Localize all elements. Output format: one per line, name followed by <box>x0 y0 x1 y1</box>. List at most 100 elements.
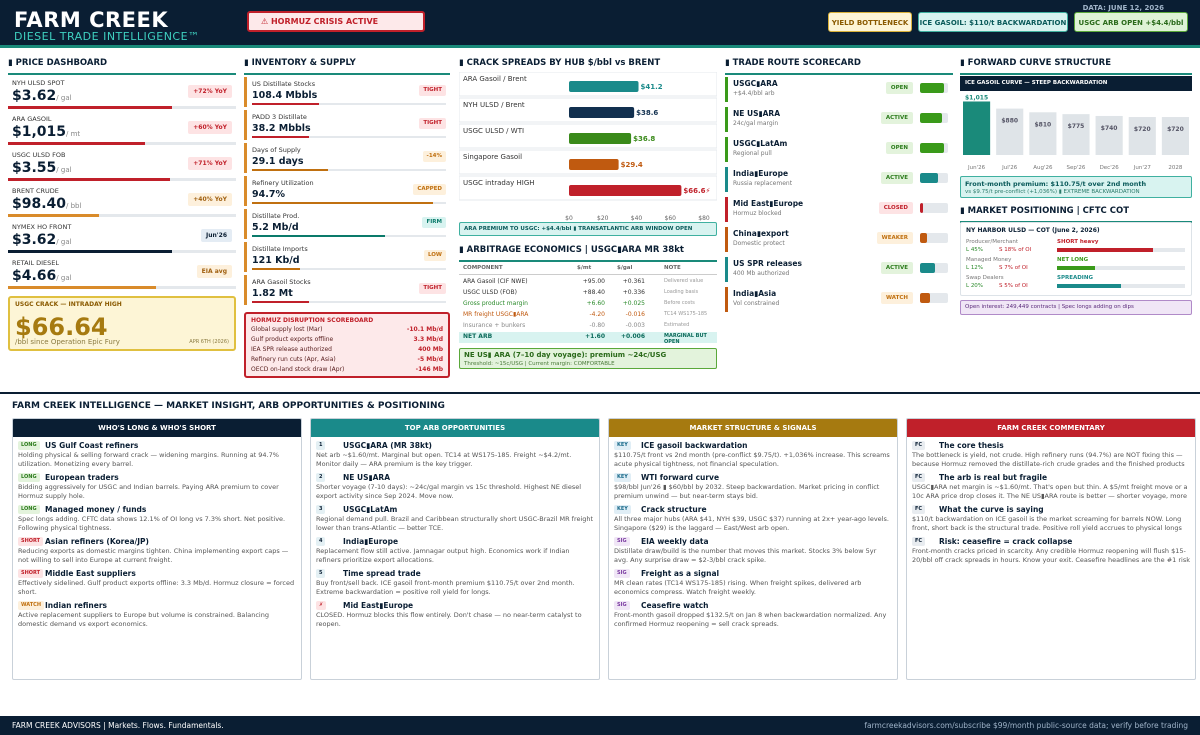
curve-axis-label: Sep'26 <box>1067 165 1086 171</box>
brand-title: FARM CREEK <box>14 8 169 32</box>
insight-item[interactable]: 1 USGC▮ARA (MR 38kt) Net arb ~$1.60/mt. Ma… <box>316 441 594 469</box>
arb-cell: Estimated <box>664 322 690 328</box>
insight-item[interactable]: LONG US Gulf Coast refiners Holding physic… <box>18 441 296 469</box>
insight-item-body: Regional demand pull. Brazil and Caribbe… <box>316 515 594 532</box>
insight-item[interactable]: KEY WTI forward curve $98/bbl Jun'26 ▮ $60… <box>614 473 892 501</box>
insight-item[interactable]: FC The arb is real but fragile USGC▮ARA ne… <box>912 473 1190 501</box>
inventory-item[interactable]: ARA Gasoil Stocks 1.82 Mt TIGHT <box>244 275 450 305</box>
pill-yield-bottleneck[interactable]: YIELD BOTTLENECK <box>828 12 912 32</box>
insight-column-header: FARM CREEK COMMENTARY <box>907 419 1195 437</box>
insight-item[interactable]: SIG Freight as a signal MR clean rates (TC… <box>614 569 892 597</box>
arb-cell: ARA Gasoil (CIF NWE) <box>463 278 528 285</box>
arb-cell: +0.361 <box>622 278 645 285</box>
pill-ice-gasoil[interactable]: ICE GASOIL: $110/t BACKWARDATION <box>918 12 1068 32</box>
insight-item[interactable]: SHORT Asian refiners (Korea/JP) Reducing e… <box>18 537 296 565</box>
curve-bar <box>1095 115 1123 155</box>
crack-label: USGC intraday HIGH <box>463 179 535 187</box>
insight-item[interactable]: FC Risk: ceasefire = crack collapse Front-… <box>912 537 1190 565</box>
insight-item-body: Net arb ~$1.60/mt. Marginal but open. TC… <box>316 451 572 468</box>
insight-item[interactable]: FC The core thesis The bottleneck is yield… <box>912 441 1190 469</box>
arbitrage-title: ▮ ARBITRAGE ECONOMICS | USGC▮ARA MR 38kt <box>459 245 717 262</box>
inventory-item[interactable]: US Distillate Stocks 108.4 Mbbls TIGHT <box>244 77 450 107</box>
route-name: China▮export <box>733 229 789 238</box>
price-unit: / gal <box>56 94 72 102</box>
inventory-bar-fill <box>252 268 300 270</box>
inventory-value: 94.7% <box>252 189 285 200</box>
price-card[interactable]: BRENT CRUDE $98.40/ bbl +40% YoY <box>8 184 236 217</box>
insight-item[interactable]: SIG Ceasefire watch Front-month gasoil dro… <box>614 601 892 629</box>
route-item[interactable]: US SPR releases 400 Mb authorized ACTIVE <box>725 257 953 282</box>
insight-item-body: MR clean rates (TC14 WS175-185) rising. … <box>614 579 862 596</box>
cot-tag: NET LONG <box>1057 257 1089 263</box>
price-card[interactable]: USGC ULSD FOB $3.55/ gal +71% YoY <box>8 148 236 181</box>
cot-short: S 5% of OI <box>999 283 1028 289</box>
insight-item[interactable]: FC What the curve is saying $110/t backwar… <box>912 505 1190 533</box>
inventory-item[interactable]: Distillate Imports 121 Kb/d LOW <box>244 242 450 272</box>
insight-item[interactable]: WATCH Indian refiners Active replacement s… <box>18 601 296 629</box>
price-card[interactable]: NYH ULSD SPOT $3.62/ gal +72% YoY <box>8 76 236 109</box>
insight-item[interactable]: KEY ICE gasoil backwardation $110.75/t fro… <box>614 441 892 469</box>
route-item[interactable]: USGC▮LatAm Regional pull OPEN <box>725 137 953 162</box>
arb-cell: +0.006 <box>620 333 645 340</box>
insight-item[interactable]: 3 USGC▮LatAm Regional demand pull. Brazil … <box>316 505 594 533</box>
price-unit: / gal <box>56 238 72 246</box>
route-bar-fill <box>920 203 923 213</box>
inventory-label: Days of Supply <box>252 146 301 154</box>
insight-item-title: Crack structure <box>641 505 707 514</box>
insight-item[interactable]: KEY Crack structure All three major hubs (… <box>614 505 892 533</box>
insight-item-body: Shorter voyage (7-10 days): ~24c/gal mar… <box>316 483 582 500</box>
route-item[interactable]: Mid East▮Europe Hormuz blocked CLOSED <box>725 197 953 222</box>
inventory-item[interactable]: Refinery Utilization 94.7% CAPPED <box>244 176 450 206</box>
insight-item[interactable]: SIG EIA weekly data Distillate draw/build … <box>614 537 892 565</box>
price-card[interactable]: RETAIL DIESEL $4.66/ gal EIA avg <box>8 256 236 289</box>
route-name: Mid East▮Europe <box>733 199 804 208</box>
inventory-label: PADD 3 Distillate <box>252 113 307 121</box>
inventory-title: ▮ INVENTORY & SUPPLY <box>244 58 450 75</box>
insight-item[interactable]: 5 Time spread trade Buy front/sell back. I… <box>316 569 594 597</box>
insight-item[interactable]: LONG Managed money / funds Spec longs addi… <box>18 505 296 533</box>
insight-item[interactable]: ✗ Mid East▮Europe CLOSED. Hormuz blocks th… <box>316 601 594 629</box>
cot-title: ▮ MARKET POSITIONING | CFTC COT <box>960 206 1192 223</box>
insight-item[interactable]: 2 NE US▮ARA Shorter voyage (7-10 days): ~2… <box>316 473 594 501</box>
cot-bar-fill <box>1057 266 1096 270</box>
price-bar-fill <box>8 178 170 181</box>
inventory-bar-track <box>252 136 446 138</box>
insight-tag: LONG <box>18 473 40 482</box>
price-change-badge: EIA avg <box>196 265 232 278</box>
insight-item[interactable]: 4 India▮Europe Replacement flow still acti… <box>316 537 594 565</box>
forward-curve-chart: $1,015 Jun'26 $880 Jul'26 $810 Aug'26 $775 Sep'… <box>963 94 1189 171</box>
route-name: India▮Europe <box>733 169 789 178</box>
insight-tag: 2 <box>316 473 326 482</box>
price-card[interactable]: ARA GASOIL $1,015/ mt +60% YoY <box>8 112 236 145</box>
curve-axis-label: Jun'26 <box>967 165 986 171</box>
arb-cell: +0.336 <box>622 289 645 296</box>
route-item[interactable]: India▮Asia Vol constrained WATCH <box>725 287 953 312</box>
insight-item[interactable]: SHORT Middle East suppliers Effectively si… <box>18 569 296 597</box>
inventory-item[interactable]: Days of Supply 29.1 days -14% <box>244 143 450 173</box>
route-item[interactable]: India▮Europe Russia replacement ACTIVE <box>725 167 953 192</box>
price-change-badge: Jun'26 <box>201 229 232 242</box>
route-bar <box>920 233 948 243</box>
header-bar: FARM CREEK DIESEL TRADE INTELLIGENCE™ ⚠ … <box>0 0 1200 48</box>
route-item[interactable]: China▮export Domestic protect WEAKER <box>725 227 953 252</box>
inventory-bar-track <box>252 301 446 303</box>
pill-usgc-arb[interactable]: USGC ARB OPEN +$4.4/bbl <box>1074 12 1188 32</box>
arb-cell: +88.40 <box>582 289 605 296</box>
insight-item[interactable]: LONG European traders Bidding aggressively… <box>18 473 296 501</box>
footer-right[interactable]: farmcreekadvisors.com/subscribe $99/mont… <box>864 721 1188 730</box>
route-name: NE US▮ARA <box>733 109 781 118</box>
route-sub: Russia replacement <box>733 180 793 187</box>
route-item[interactable]: NE US▮ARA 24c/gal margin ACTIVE <box>725 107 953 132</box>
inventory-item[interactable]: Distillate Prod. 5.2 Mb/d FIRM <box>244 209 450 239</box>
crisis-alert-badge[interactable]: ⚠ HORMUZ CRISIS ACTIVE <box>247 11 425 32</box>
inventory-bar-fill <box>252 136 309 138</box>
insight-column: TOP ARB OPPORTUNITIES 1 USGC▮ARA (MR 38kt)… <box>310 418 600 680</box>
arb-cell: -4.20 <box>589 311 605 318</box>
inventory-item[interactable]: PADD 3 Distillate 38.2 Mbbls TIGHT <box>244 110 450 140</box>
insight-item-title: US Gulf Coast refiners <box>45 441 139 450</box>
price-card[interactable]: NYMEX HO FRONT $3.62/ gal Jun'26 <box>8 220 236 253</box>
insight-tag: 4 <box>316 537 326 546</box>
curve-value-label: $1,015 <box>965 94 988 101</box>
route-item[interactable]: USGC▮ARA +$4.4/bbl arb OPEN <box>725 77 953 102</box>
inventory-label: Distillate Imports <box>252 245 308 253</box>
